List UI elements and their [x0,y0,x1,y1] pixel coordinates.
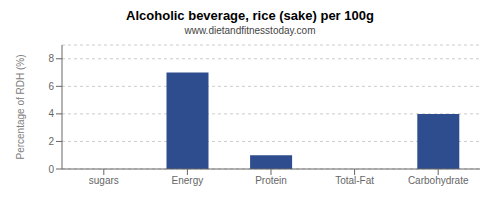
svg-text:Protein: Protein [255,175,287,186]
svg-text:0: 0 [48,164,54,175]
svg-text:8: 8 [48,53,54,64]
html-text:www.dietandfitnesstoday.com: www.dietandfitnesstoday.com [184,25,316,36]
svg-text:Energy: Energy [172,175,204,186]
svg-text:Percentage of RDH (%): Percentage of RDH (%) [15,54,26,159]
svg-text:Total-Fat: Total-Fat [335,175,374,186]
svg-text:6: 6 [48,81,54,92]
svg-text:sugars: sugars [89,175,119,186]
svg-text:2: 2 [48,136,54,147]
svg-text:4: 4 [48,108,54,119]
html-text:Alcoholic beverage, rice (sake: Alcoholic beverage, rice (sake) per 100g [126,8,374,23]
svg-text:Carbohydrate: Carbohydrate [408,175,469,186]
